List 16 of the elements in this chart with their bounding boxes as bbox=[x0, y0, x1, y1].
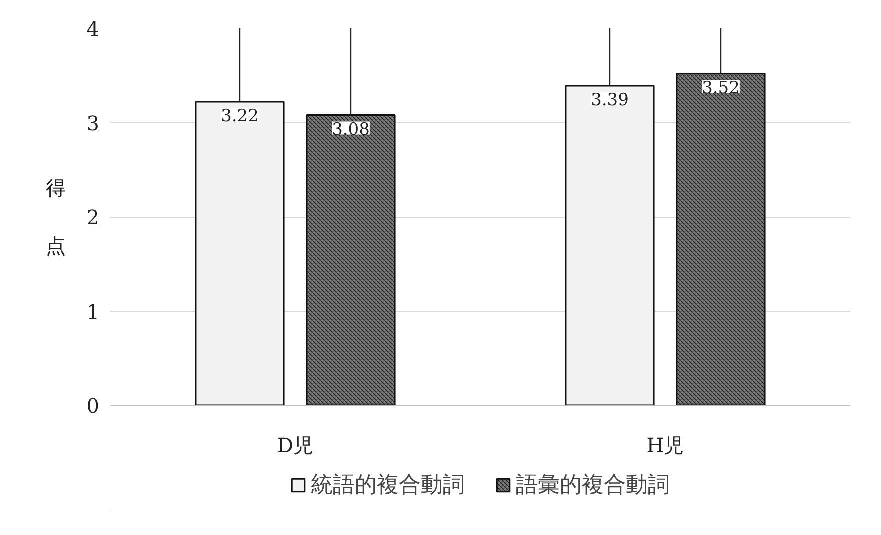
y-tick-label: 4 bbox=[86, 17, 100, 41]
text: 得点 bbox=[46, 176, 66, 258]
y-tick-label: 3 bbox=[86, 111, 100, 136]
y-tick-label: 0 bbox=[86, 394, 100, 418]
data-label: 3.08 bbox=[332, 120, 370, 140]
legend-label: 統語的複合動詞 bbox=[311, 472, 465, 500]
x-tick-label: H児 bbox=[646, 434, 684, 458]
y-tick-label: 2 bbox=[86, 206, 100, 230]
legend-label: 語彙的複合動詞 bbox=[516, 472, 670, 500]
bar bbox=[565, 85, 655, 406]
data-label: 3.39 bbox=[591, 90, 629, 111]
x-tick-label: D児 bbox=[277, 434, 314, 458]
data-label: 3.22 bbox=[221, 106, 259, 127]
bar bbox=[195, 101, 285, 406]
y-tick-label: 1 bbox=[86, 300, 100, 324]
data-label: 3.52 bbox=[702, 78, 740, 98]
